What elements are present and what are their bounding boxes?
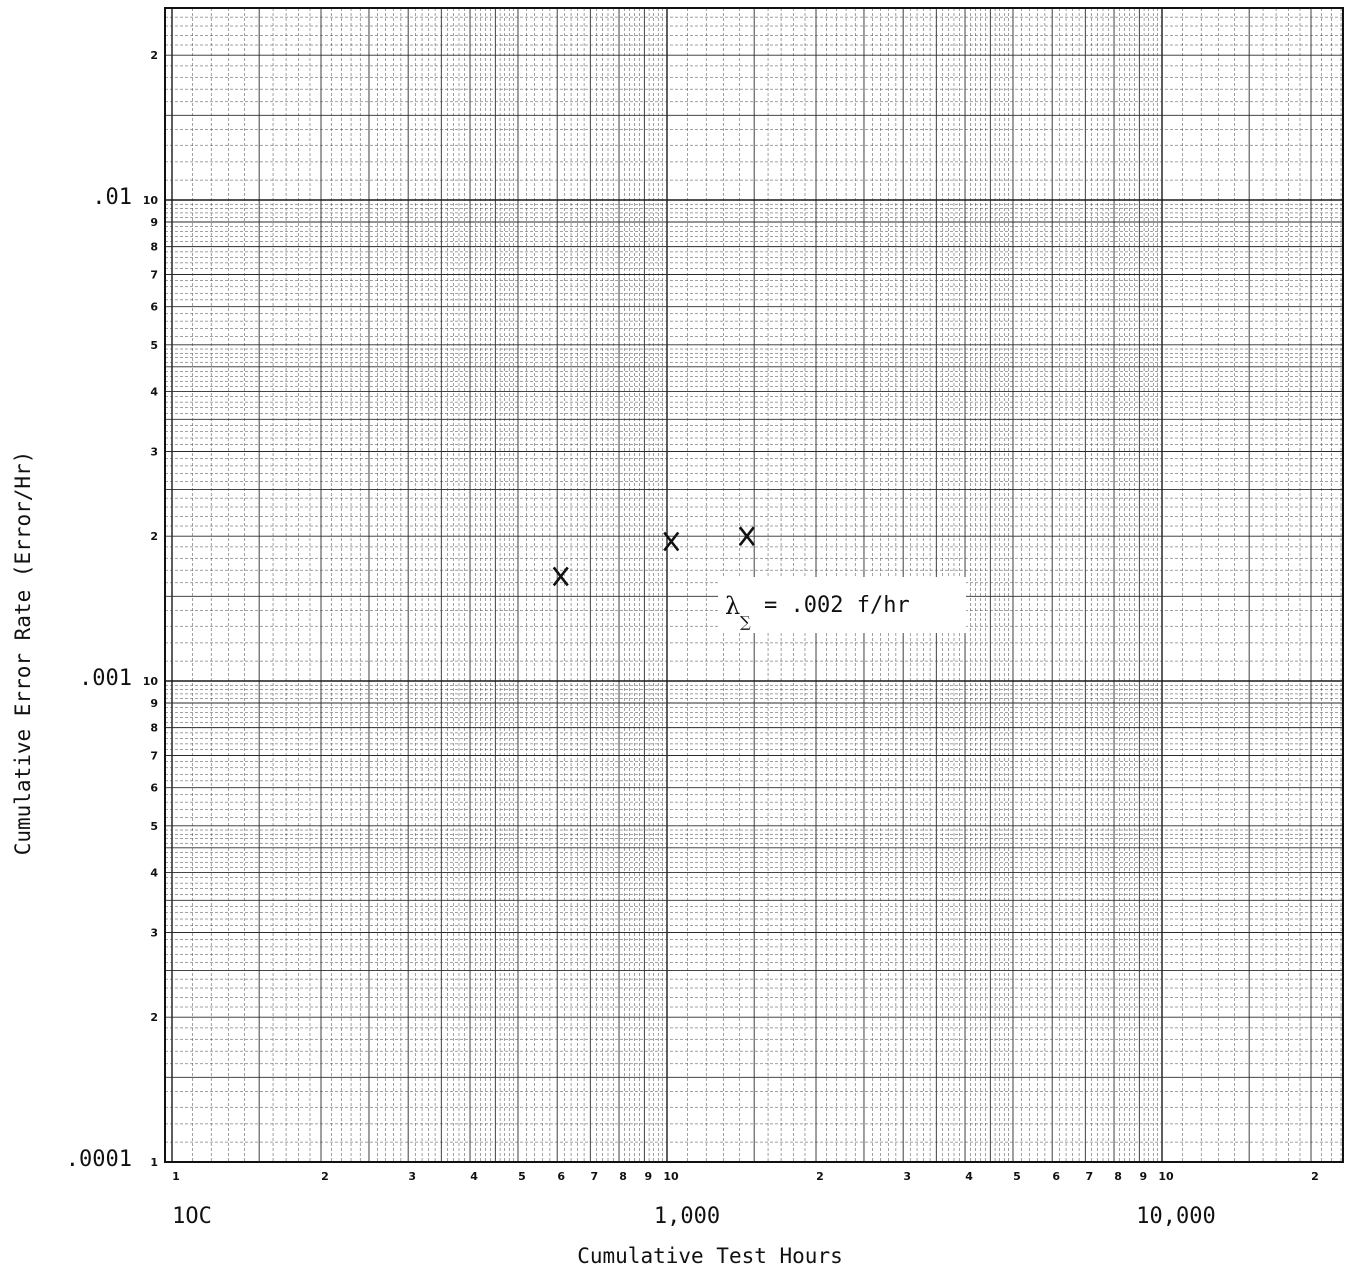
y-cycle-tick: 9: [150, 697, 158, 710]
data-points: [552, 526, 755, 587]
y-cycle-tick: 1: [150, 1156, 158, 1169]
data-point-stroke: [738, 526, 755, 547]
y-axis-title: Cumulative Error Rate (Error/Hr): [11, 451, 35, 856]
x-cycle-tick: 5: [518, 1170, 526, 1183]
y-cycle-tick: 8: [150, 241, 158, 254]
y-cycle-tick: 6: [150, 301, 158, 314]
y-cycle-tick: 5: [150, 339, 158, 352]
x-axis-title: Cumulative Test Hours: [577, 1244, 843, 1268]
annotation-symbol: λ: [725, 592, 740, 620]
y-decade-label: .01: [92, 185, 132, 210]
data-point-stroke: [552, 566, 569, 587]
x-cycle-tick: 4: [470, 1170, 478, 1183]
data-point: [552, 566, 569, 587]
x-decade-label: 10,000: [1136, 1204, 1215, 1229]
x-cycle-tick: 8: [619, 1170, 627, 1183]
y-decade-labels: .0001 .001 .01: [66, 185, 132, 1172]
x-cycle-tick: 8: [1114, 1170, 1122, 1183]
annotation-background: [718, 577, 966, 633]
x-cycle-tick: 1: [172, 1170, 180, 1183]
x-decade-label: 1OC: [172, 1204, 212, 1229]
y-cycle-tick: 7: [150, 269, 158, 282]
y-cycle-tick: 10: [143, 675, 159, 688]
y-cycle-tick: 4: [150, 866, 158, 879]
annotation-lambda: λ ∑ = .002 f/hr: [718, 577, 966, 633]
x-cycle-tick: 6: [557, 1170, 565, 1183]
y-decade-label: .0001: [66, 1147, 132, 1172]
x-cycle-tick: 2: [1311, 1170, 1319, 1183]
y-cycle-tick: 3: [150, 446, 158, 459]
y-cycle-tick: 8: [150, 722, 158, 735]
plot-frame: [164, 7, 1344, 1163]
y-cycle-tick: 2: [150, 1011, 158, 1024]
y-cycle-tick: 10: [143, 194, 159, 207]
y-cycle-ticks: 1 2 3 4 5 6 7 8 9 10 2 3 4 5 6 7 8 9 10 2: [143, 49, 159, 1169]
x-cycle-tick: 9: [1140, 1170, 1148, 1183]
x-cycle-tick: 3: [903, 1170, 911, 1183]
x-cycle-tick: 10: [1158, 1170, 1174, 1183]
x-cycle-tick: 5: [1013, 1170, 1021, 1183]
y-cycle-tick: 2: [150, 530, 158, 543]
x-cycle-tick: 4: [965, 1170, 973, 1183]
data-point: [738, 526, 755, 547]
x-cycle-tick: 7: [1085, 1170, 1093, 1183]
x-cycle-ticks: 1 2 3 4 5 6 7 8 9 10 2 3 4 5 6 7 8 9 10 2: [172, 1170, 1319, 1183]
y-cycle-tick: 4: [150, 385, 158, 398]
x-cycle-tick: 7: [590, 1170, 598, 1183]
x-cycle-tick: 3: [408, 1170, 416, 1183]
y-cycle-tick: 9: [150, 216, 158, 229]
data-point: [663, 531, 680, 552]
y-cycle-tick: 6: [150, 782, 158, 795]
x-cycle-tick: 6: [1052, 1170, 1060, 1183]
y-cycle-tick: 5: [150, 820, 158, 833]
y-decade-label: .001: [79, 666, 132, 691]
y-cycle-tick: 7: [150, 750, 158, 763]
x-decade-labels: 1OC 1,000 10,000: [172, 1204, 1216, 1229]
x-cycle-tick: 2: [816, 1170, 824, 1183]
x-cycle-tick: 9: [645, 1170, 653, 1183]
x-cycle-tick: 10: [663, 1170, 679, 1183]
annotation-text: = .002 f/hr: [764, 593, 910, 618]
data-point-stroke: [663, 531, 680, 552]
x-cycle-tick: 2: [321, 1170, 329, 1183]
annotation-subscript: ∑: [740, 613, 751, 631]
y-cycle-tick: 2: [150, 49, 158, 62]
x-decade-label: 1,000: [654, 1204, 720, 1229]
grid: [165, 8, 1343, 1163]
y-cycle-tick: 3: [150, 927, 158, 940]
